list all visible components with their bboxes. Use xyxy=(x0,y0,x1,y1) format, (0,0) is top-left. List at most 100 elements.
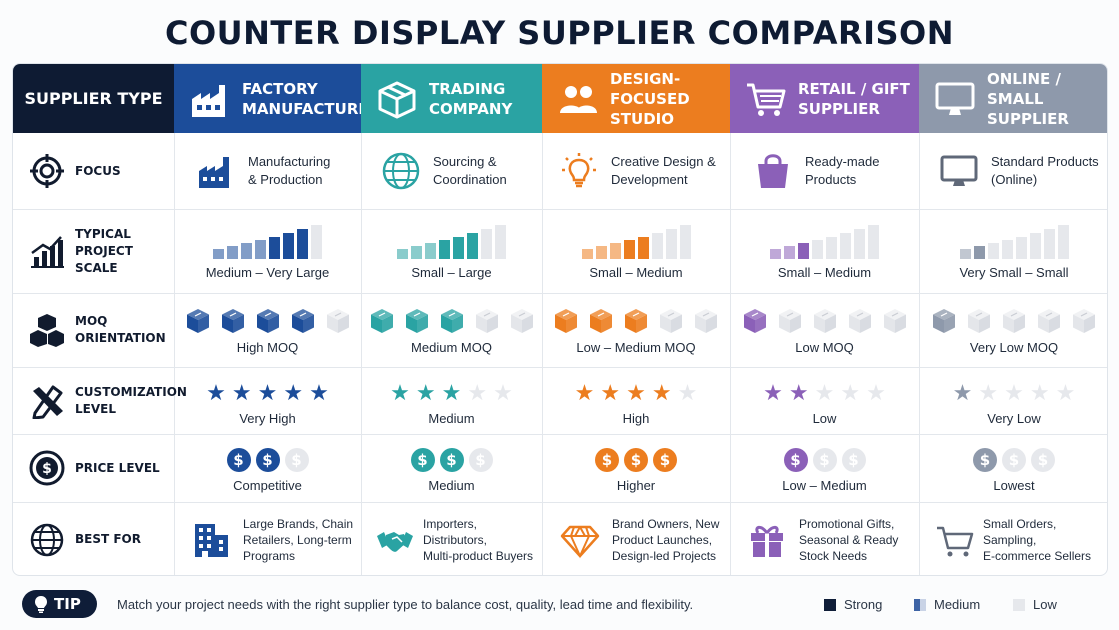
diamond-icon xyxy=(560,525,600,558)
moq-cubes xyxy=(931,308,1097,334)
moq-cubes xyxy=(185,308,351,334)
scale-bar xyxy=(311,224,322,259)
cell-text: Retailers, Long-term xyxy=(243,532,352,547)
row-label-price: $ PRICE LEVEL xyxy=(13,434,174,502)
dollar-coin-icon: $ xyxy=(812,447,837,472)
row-label-text: LEVEL xyxy=(75,401,116,416)
scale-bar xyxy=(1043,228,1055,259)
lightbulb-icon xyxy=(35,596,47,613)
scale-bar xyxy=(439,239,450,259)
scale-bars xyxy=(213,224,322,259)
legend-swatch-medium xyxy=(914,598,926,611)
dollar-coin-icon: $ xyxy=(653,447,677,472)
bar-chart-icon xyxy=(31,236,64,268)
header-supplier-type-label: SUPPLIER TYPE xyxy=(24,88,163,108)
customization-caption: High xyxy=(622,410,650,426)
price-caption: Competitive xyxy=(233,477,302,493)
moq-cube xyxy=(813,308,836,333)
star-icon: ★ xyxy=(788,380,809,406)
row-label-text: MOQ xyxy=(75,314,108,328)
price-coins: $ $ $ xyxy=(973,447,1055,472)
header-factory-manufacturer: FACTORY MANUFACTURER xyxy=(174,64,380,133)
star-icon: ★ xyxy=(978,380,999,406)
scale-bar xyxy=(213,248,224,259)
row-divider xyxy=(13,434,1107,435)
cell-text: Creative Design & xyxy=(611,154,716,169)
row-divider xyxy=(13,367,1107,368)
scale-bar xyxy=(1057,224,1069,259)
scale-bar xyxy=(637,236,649,259)
moq-cell-retail: Low MOQ xyxy=(730,300,919,362)
cell-text: Products xyxy=(805,172,857,187)
star-icon: ★ xyxy=(677,380,698,406)
dollar-coin-icon: $ xyxy=(439,447,464,472)
star-icon: ★ xyxy=(763,380,783,406)
price-caption: Higher xyxy=(616,477,656,493)
people-icon xyxy=(560,85,597,113)
scale-cell-retail: Small – Medium xyxy=(730,216,919,288)
dollar-coin-icon: $ xyxy=(226,447,251,472)
price-cell-design: $ $ $ Higher xyxy=(542,442,730,498)
moq-cube xyxy=(933,308,955,333)
best-for-cell-trading: Importers, Distributors, Multi-product Bu… xyxy=(375,502,542,575)
moq-cube xyxy=(1038,308,1060,333)
cell-text: Development xyxy=(611,172,688,187)
moq-cube xyxy=(848,308,871,333)
header-supplier-type: SUPPLIER TYPE xyxy=(13,64,174,133)
building-icon xyxy=(195,523,228,557)
header-line: MANUFACTURER xyxy=(242,99,381,118)
scale-bar xyxy=(397,248,408,259)
scale-bar xyxy=(623,239,635,259)
dollar-coin-icon: $ xyxy=(410,447,435,472)
star-icon: ★ xyxy=(231,380,252,406)
moq-cube xyxy=(326,308,349,333)
cell-text: Brand Owners, New xyxy=(612,516,720,531)
scale-bar xyxy=(987,242,999,259)
row-divider xyxy=(13,209,1107,210)
scale-bar xyxy=(840,232,851,259)
cell-text: Small Orders, Sampling, xyxy=(983,516,1057,547)
dollar-coin-icon: $ xyxy=(595,447,619,472)
moq-cube xyxy=(883,308,906,333)
customization-caption: Medium xyxy=(428,410,475,426)
star-icon: ★ xyxy=(814,380,835,406)
scale-bar xyxy=(255,239,266,259)
factory-icon xyxy=(192,84,225,117)
star-icon: ★ xyxy=(574,380,595,406)
column-divider xyxy=(730,133,731,575)
cell-text: & Production xyxy=(248,172,323,187)
header-line: STUDIO xyxy=(610,109,674,128)
monitor-icon xyxy=(935,82,975,115)
scale-bar xyxy=(798,242,809,259)
moq-cubes xyxy=(742,308,908,334)
star-icon: ★ xyxy=(1029,380,1050,406)
price-cell-trading: $ $ $ Medium xyxy=(361,442,542,498)
best-for-cell-online: Small Orders, Sampling, E-commerce Seller… xyxy=(935,502,1107,575)
price-cell-retail: $ $ $ Low – Medium xyxy=(730,442,919,498)
row-label-text: TYPICAL PROJECT xyxy=(75,226,133,258)
moq-cube xyxy=(1073,308,1095,333)
row-label-text: PRICE LEVEL xyxy=(75,460,160,475)
customization-cell-trading: ★ ★ ★ ★ ★ Medium xyxy=(361,376,542,432)
price-coins: $ $ $ xyxy=(783,447,866,472)
gift-icon xyxy=(751,525,783,557)
scale-bar xyxy=(1029,232,1041,259)
column-divider xyxy=(361,133,362,575)
scale-bar xyxy=(609,242,621,259)
price-cell-factory: $ $ $ Competitive xyxy=(174,442,361,498)
row-label-text: BEST FOR xyxy=(75,532,141,546)
legend-label: Low xyxy=(1033,597,1057,612)
moq-cube xyxy=(660,308,682,333)
moq-caption: Medium MOQ xyxy=(411,339,492,355)
moq-cube xyxy=(778,308,801,333)
scale-caption: Medium – Very Large xyxy=(205,264,330,280)
row-label-text: SCALE xyxy=(75,260,118,275)
rating-stars: ★ ★ ★ ★ ★ xyxy=(953,380,1076,406)
dollar-coin-icon: $ xyxy=(255,447,280,472)
scale-bar xyxy=(227,245,238,259)
handshake-icon xyxy=(377,531,413,552)
cell-text: Standard Products xyxy=(991,154,1099,169)
tip-badge: TIP xyxy=(22,590,97,618)
column-divider xyxy=(174,133,175,575)
header-line: RETAIL / GIFT xyxy=(798,79,910,98)
